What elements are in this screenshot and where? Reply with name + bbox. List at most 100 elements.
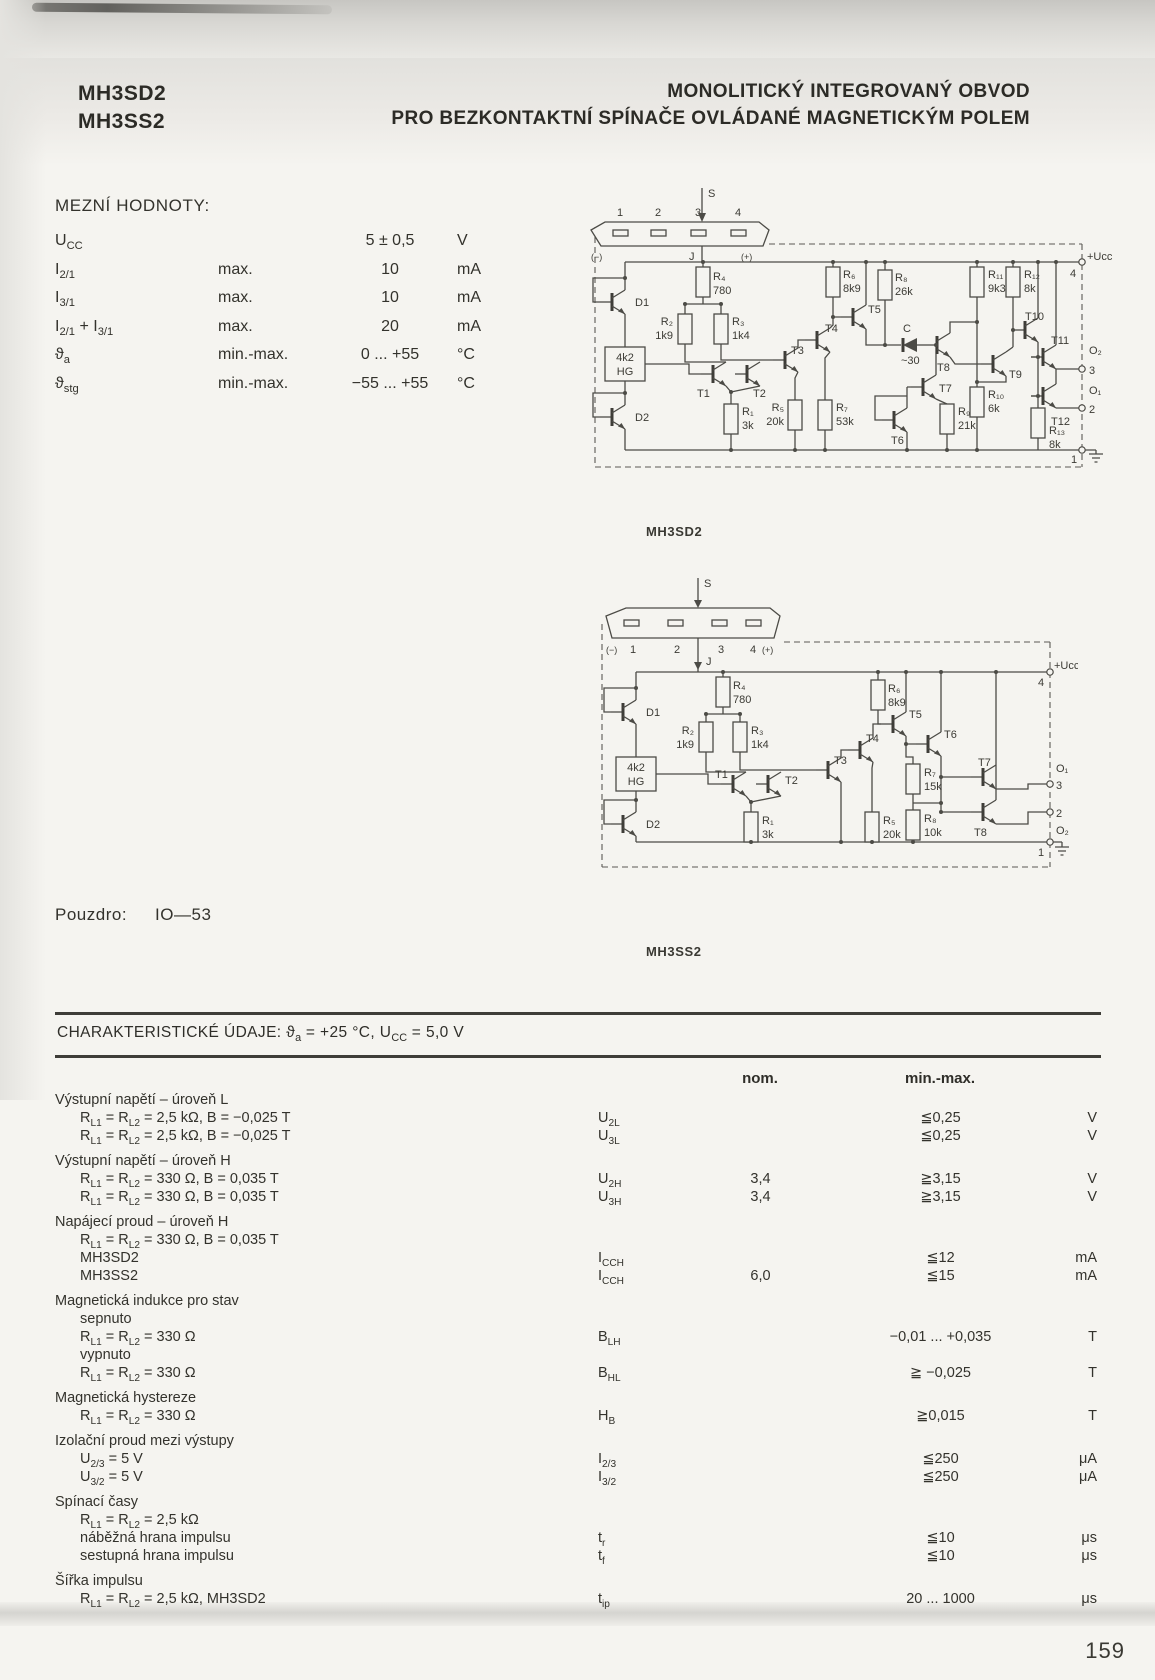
r10-value: 6k <box>988 403 1000 415</box>
pin2-number: 2 <box>1089 404 1095 416</box>
circuit-boundary <box>594 227 1083 468</box>
package-outline <box>590 221 770 247</box>
row-condition: RL1 = RL2 = 330 Ω, B = 0,035 T <box>80 1189 279 1208</box>
pin3-terminal <box>1078 365 1086 373</box>
resistor-r11 <box>969 266 985 298</box>
pin-label: 1 <box>630 644 636 656</box>
table-row: náběžná hrana impulsu tr ≦10 μs <box>55 1530 1101 1549</box>
transistor-t5 <box>841 304 867 330</box>
scan-edge-shade <box>0 0 46 1100</box>
row-minmax: ≧0,015 <box>916 1408 965 1424</box>
transistor-t1 <box>701 361 727 387</box>
limit-unit: mA <box>457 317 481 335</box>
pin3-terminal <box>1046 780 1054 788</box>
scan-band-bottom <box>0 1602 1155 1626</box>
row-minmax: ≧ −0,025 <box>910 1365 971 1381</box>
row-minmax: ≦15 <box>926 1268 955 1284</box>
row-minmax: ≧3,15 <box>920 1171 961 1187</box>
row-unit: V <box>1087 1189 1097 1205</box>
ucc-label: +Ucc <box>1054 660 1078 672</box>
row-symbol: ICCH <box>598 1250 624 1269</box>
table-row: RL1 = RL2 = 2,5 kΩ, B = −0,025 T U3L ≦0,… <box>55 1128 1101 1147</box>
row-condition: sepnuto <box>80 1311 132 1327</box>
resistor-r7 <box>905 763 921 795</box>
transistor-t2 <box>735 361 761 387</box>
resistor-r13 <box>1030 407 1046 439</box>
row-unit: mA <box>1075 1268 1097 1284</box>
c-name: C <box>903 323 911 335</box>
t3-label: T3 <box>834 755 847 767</box>
limit-value: 5 ± 0,5 <box>365 232 415 249</box>
row-symbol: I3/2 <box>598 1469 617 1488</box>
r4-value: 780 <box>713 285 731 297</box>
row-symbol: U3L <box>598 1128 620 1147</box>
j-label: J <box>689 251 695 263</box>
row-unit: μA <box>1078 1451 1097 1467</box>
schematic2-caption: MH3SS2 <box>646 944 702 959</box>
row-condition: MH3SD2 <box>80 1250 139 1266</box>
row-minmax: ≧3,15 <box>920 1189 961 1205</box>
polarity-minus: (−) <box>591 252 602 262</box>
r5-value: 20k <box>883 829 901 841</box>
limit-condition: max. <box>218 289 253 306</box>
title-line-1: MONOLITICKÝ INTEGROVANÝ OBVOD <box>667 81 1030 102</box>
group-title: Spínací časy <box>55 1494 139 1510</box>
characteristics-table: Výstupní napětí – úroveň L RL1 = RL2 = 2… <box>55 1092 1101 1610</box>
table-row: RL1 = RL2 = 330 Ω BLH −0,01 ... +0,035 T <box>55 1329 1101 1348</box>
o2-label: O₂ <box>1056 825 1069 837</box>
package-value: IO—53 <box>155 905 212 924</box>
transistor-t8 <box>971 799 997 825</box>
schematic-mh3ss2: 1 2 3 4 (−) (+) S J D1 4k2 HG <box>588 572 1078 892</box>
t10-label: T10 <box>1025 311 1044 323</box>
row-condition: RL1 = RL2 = 2,5 kΩ, B = −0,025 T <box>80 1110 291 1129</box>
row-condition: náběžná hrana impulsu <box>80 1530 231 1546</box>
schematic-mh3ss2-drawing: 1 2 3 4 (−) (+) S J D1 4k2 HG <box>601 578 1078 868</box>
pin-label: 2 <box>674 644 680 656</box>
t2-label: T2 <box>785 775 798 787</box>
resistor-r12 <box>1005 266 1021 298</box>
group-title: Výstupní napětí – úroveň L <box>55 1092 229 1108</box>
r6-name: R₆ <box>888 683 900 695</box>
magnet-s-label: S <box>704 578 711 590</box>
pin-label: 4 <box>735 207 741 219</box>
ground-icon <box>1085 449 1103 463</box>
limit-symbol: I3/1 <box>55 289 76 310</box>
resistor-r6 <box>825 266 841 298</box>
row-symbol: BHL <box>598 1365 621 1384</box>
transistor-t1 <box>721 771 747 797</box>
title-line-2: PRO BEZKONTAKTNÍ SPÍNAČE OVLÁDANÉ MAGNET… <box>391 108 1030 129</box>
limit-symbol: I2/1 + I3/1 <box>55 317 114 338</box>
limit-unit: mA <box>457 260 481 278</box>
table-row: RL1 = RL2 = 2,5 kΩ, MH3SD2 tip 20 ... 10… <box>55 1591 1101 1610</box>
group-title: Magnetická indukce pro stav <box>55 1293 239 1309</box>
limit-symbol: UCC <box>55 232 83 253</box>
r9-name: R₉ <box>958 406 970 418</box>
transistor-d1 <box>600 289 626 315</box>
resistor-r8 <box>877 269 893 301</box>
r10-name: R₁₀ <box>988 389 1004 401</box>
transistor-t9 <box>981 351 1007 377</box>
transistor-t11 <box>1031 344 1057 370</box>
row-symbol: tf <box>598 1548 605 1567</box>
resistor-r10 <box>969 386 985 418</box>
row-unit: T <box>1088 1329 1097 1345</box>
ground-icon <box>1053 841 1069 856</box>
t11-label: T11 <box>1051 335 1069 347</box>
transistor-t3 <box>816 757 842 783</box>
row-symbol: I2/3 <box>598 1451 617 1470</box>
char-group: Napájecí proud – úroveň H RL1 = RL2 = 33… <box>55 1214 1101 1287</box>
row-minmax: ≦10 <box>926 1548 955 1564</box>
table-row: RL1 = RL2 = 330 Ω, B = 0,035 T U2H 3,4 ≧… <box>55 1171 1101 1190</box>
char-group: Magnetická indukce pro stav sepnuto RL1 … <box>55 1293 1101 1384</box>
circuit-boundary <box>601 624 1051 868</box>
c-value: ~30 <box>901 355 920 367</box>
resistor-r2 <box>698 721 714 753</box>
pin1-terminal <box>1078 446 1086 454</box>
hall-generator <box>604 346 646 382</box>
r6-value: 8k9 <box>888 697 906 709</box>
t8-label: T8 <box>937 362 950 374</box>
r12-name: R₁₂ <box>1024 269 1040 281</box>
transistor-t3 <box>773 347 799 373</box>
pin1-number: 1 <box>1071 454 1077 466</box>
row-minmax: ≦0,25 <box>920 1110 961 1126</box>
